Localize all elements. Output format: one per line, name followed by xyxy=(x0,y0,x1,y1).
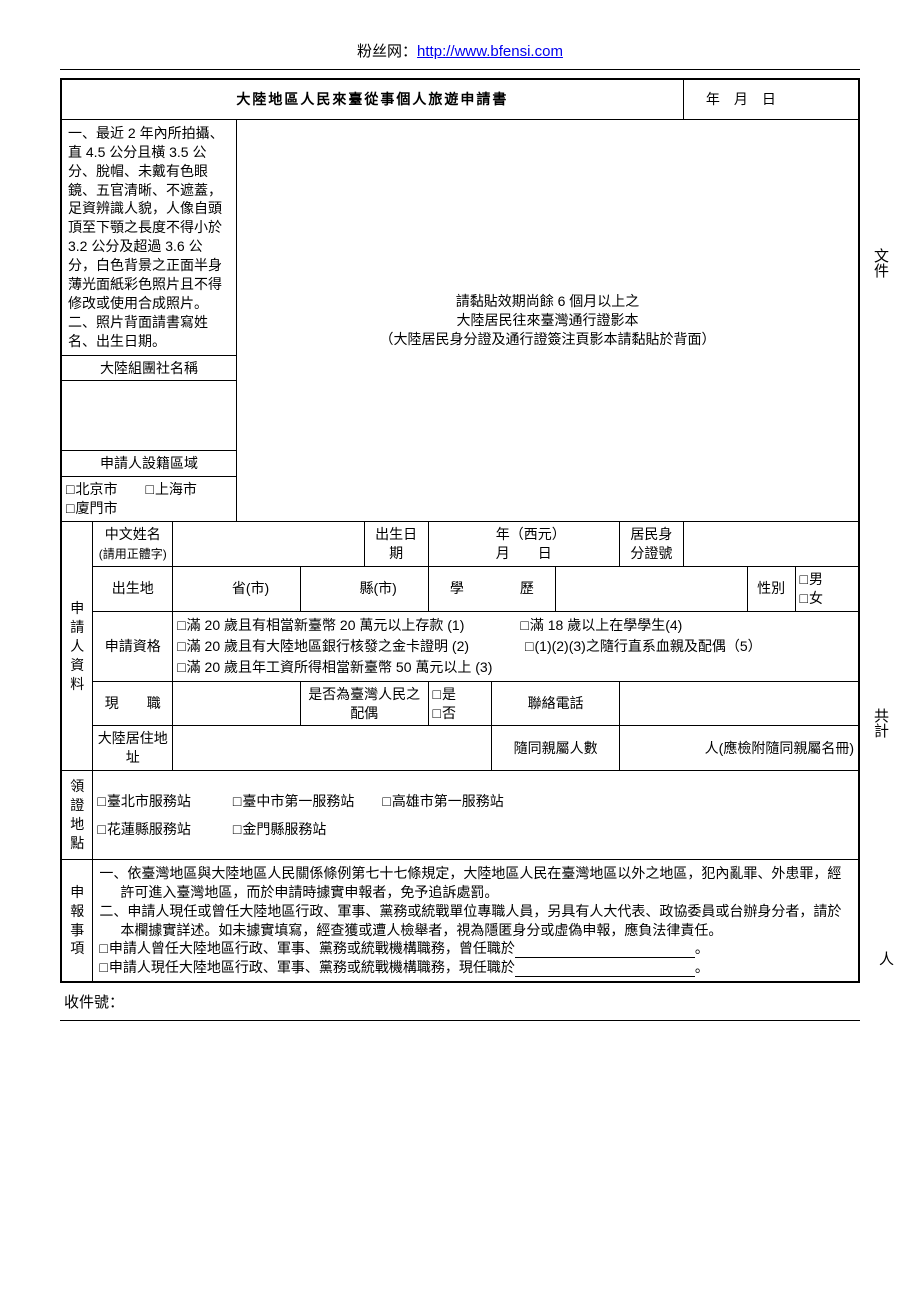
province-label: 省(市) xyxy=(232,580,269,596)
spouse-label: 是否為臺灣人民之配偶 xyxy=(300,681,428,726)
area-shanghai[interactable]: 上海市 xyxy=(145,481,196,497)
form-title: 大陸地區人民來臺從事個人旅遊申請書 xyxy=(61,79,683,119)
gender-female[interactable]: 女 xyxy=(800,590,823,606)
address-label: 大陸居住地址 xyxy=(93,726,173,771)
qualif-options[interactable]: 滿 20 歲且有相當新臺幣 20 萬元以上存款 (1) 滿 18 歲以上在學學生… xyxy=(173,611,859,681)
occupation-value[interactable] xyxy=(173,681,301,726)
application-form: 大陸地區人民來臺從事個人旅遊申請書 年 月 日 一、最近 2 年內所拍攝、直 4… xyxy=(60,78,860,983)
q3[interactable]: 滿 20 歲且年工資所得相當新臺幣 50 萬元以上 (3) xyxy=(177,659,492,675)
declaration-body: 一、依臺灣地區與大陸地區人民關係條例第七十七條規定，大陸地區人民在臺灣地區以外之… xyxy=(93,859,859,982)
decl-c2-text: 申請人現任大陸地區行政、軍事、黨務或統戰機構職務，現任職於 xyxy=(109,959,515,975)
q1[interactable]: 滿 20 歲且有相當新臺幣 20 萬元以上存款 (1) xyxy=(177,617,464,633)
area-beijing[interactable]: 北京市 xyxy=(66,481,117,497)
phone-value[interactable] xyxy=(620,681,860,726)
pickup-kaohsiung[interactable]: 高雄市第一服務站 xyxy=(382,793,503,809)
spouse-value[interactable]: 是 否 xyxy=(428,681,492,726)
header-rule xyxy=(60,69,860,70)
section-pickup: 領證地點 xyxy=(61,771,93,860)
edu-label: 學 歷 xyxy=(428,566,556,611)
province-value[interactable]: 省(市) xyxy=(173,566,301,611)
agency-label: 大陸組團社名稱 xyxy=(61,355,237,381)
permit-paste-area: 請黏貼效期尚餘 6 個月以上之 大陸居民往來臺灣通行證影本 （大陸居民身分證及通… xyxy=(237,119,859,521)
id-label: 居民身分證號 xyxy=(620,522,684,567)
agency-value[interactable] xyxy=(61,381,237,451)
edu-value[interactable] xyxy=(556,566,747,611)
receipt-no: 收件號： xyxy=(64,991,860,1012)
q2[interactable]: 滿 20 歲且有大陸地區銀行核發之金卡證明 (2) xyxy=(177,638,469,654)
q4[interactable]: 滿 18 歲以上在學學生(4) xyxy=(520,617,682,633)
pickup-hualien[interactable]: 花蓮縣服務站 xyxy=(97,821,190,837)
gender-male[interactable]: 男 xyxy=(800,571,823,587)
section-applicant: 申請人資料 xyxy=(61,522,93,771)
name-label-text: 中文姓名 xyxy=(105,526,161,542)
gender-label: 性別 xyxy=(747,566,795,611)
name-value[interactable] xyxy=(173,522,364,567)
phone-label: 聯絡電話 xyxy=(492,681,620,726)
form-date[interactable]: 年 月 日 xyxy=(683,79,859,119)
occupation-label: 現 職 xyxy=(93,681,173,726)
accomp-note: 人(應檢附隨同親屬名冊) xyxy=(705,740,854,756)
pickup-options[interactable]: 臺北市服務站 臺中市第一服務站 高雄市第一服務站 花蓮縣服務站 金門縣服務站 xyxy=(93,771,859,860)
footer-rule xyxy=(60,1020,860,1021)
name-note: (請用正體字) xyxy=(99,547,167,561)
side-label-person: 人 xyxy=(879,948,894,969)
decl-p2: 二、申請人現任或曾任大陸地區行政、軍事、黨務或統戰單位專職人員，另具有人大代表、… xyxy=(99,902,852,940)
address-value[interactable] xyxy=(173,726,492,771)
accomp-label: 隨同親屬人數 xyxy=(492,726,620,771)
area-xiamen[interactable]: 廈門市 xyxy=(66,500,117,516)
photo-instructions: 一、最近 2 年內所拍攝、直 4.5 公分且橫 3.5 公分、脫帽、未戴有色眼鏡… xyxy=(61,119,237,355)
spouse-yes[interactable]: 是 xyxy=(433,686,456,702)
qualif-label: 申請資格 xyxy=(93,611,173,681)
decl-p1: 一、依臺灣地區與大陸地區人民關係條例第七十七條規定，大陸地區人民在臺灣地區以外之… xyxy=(99,864,852,902)
site-link[interactable]: http://www.bfensi.com xyxy=(417,43,563,60)
side-label-doc: 文件 xyxy=(867,248,894,278)
site-name: 粉丝网： xyxy=(357,43,417,60)
page-header: 粉丝网：http://www.bfensi.com xyxy=(0,0,920,69)
pickup-taipei[interactable]: 臺北市服務站 xyxy=(97,793,190,809)
birth-label: 出生日期 xyxy=(364,522,428,567)
birth-value[interactable]: 年（西元）月 日 xyxy=(428,522,619,567)
month-label: 月 xyxy=(734,91,748,107)
paste-line3: （大陸居民身分證及通行證簽注頁影本請黏貼於背面） xyxy=(247,330,848,349)
accomp-value[interactable]: 人(應檢附隨同親屬名冊) xyxy=(620,726,860,771)
photo-instr-2: 二、照片背面請書寫姓名、出生日期。 xyxy=(68,313,230,351)
q5[interactable]: (1)(2)(3)之隨行直系血親及配偶（5） xyxy=(525,638,762,654)
county-value[interactable]: 縣(市) xyxy=(300,566,428,611)
day-label: 日 xyxy=(762,91,776,107)
year-label: 年 xyxy=(706,91,720,107)
gender-value[interactable]: 男 女 xyxy=(795,566,859,611)
birthplace-label: 出生地 xyxy=(93,566,173,611)
paste-line2: 大陸居民往來臺灣通行證影本 xyxy=(247,311,848,330)
county-label: 縣(市) xyxy=(360,580,397,596)
photo-instr-1: 一、最近 2 年內所拍攝、直 4.5 公分且橫 3.5 公分、脫帽、未戴有色眼鏡… xyxy=(68,124,230,313)
area-label: 申請人設籍區域 xyxy=(61,451,237,477)
name-label: 中文姓名 (請用正體字) xyxy=(93,522,173,567)
decl-c1-text: 申請人曾任大陸地區行政、軍事、黨務或統戰機構職務，曾任職於 xyxy=(109,940,515,956)
paste-line1: 請黏貼效期尚餘 6 個月以上之 xyxy=(247,292,848,311)
section-declare: 申報事項 xyxy=(61,859,93,982)
side-label-total: 共計 xyxy=(867,708,894,738)
pickup-taichung[interactable]: 臺中市第一服務站 xyxy=(233,793,354,809)
spouse-no[interactable]: 否 xyxy=(433,705,456,721)
pickup-kinmen[interactable]: 金門縣服務站 xyxy=(233,821,326,837)
decl-c1[interactable]: 申請人曾任大陸地區行政、軍事、黨務或統戰機構職務，曾任職於。 xyxy=(99,939,852,958)
area-options[interactable]: 北京市 上海市 廈門市 xyxy=(61,477,237,522)
decl-c2[interactable]: 申請人現任大陸地區行政、軍事、黨務或統戰機構職務，現任職於。 xyxy=(99,958,852,977)
id-value[interactable] xyxy=(683,522,859,567)
